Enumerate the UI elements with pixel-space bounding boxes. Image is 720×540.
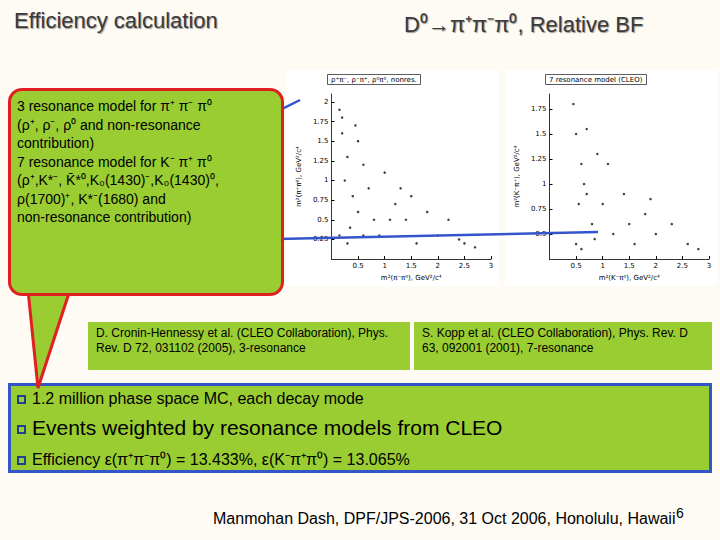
svg-text:ρ⁺π⁻, ρ⁻π⁺, ρ⁰π⁰, nonres.: ρ⁺π⁻, ρ⁻π⁺, ρ⁰π⁰, nonres. (331, 76, 417, 84)
html-text:ρ(1700)⁺, K*⁻(1680) and: ρ(1700)⁺, K*⁻(1680) and (17, 190, 166, 207)
svg-text:1.5: 1.5 (317, 137, 328, 145)
svg-text:2: 2 (654, 262, 658, 270)
html-text:(ρ⁺, ρ⁻, ρ⁰ and non-resonance: (ρ⁺, ρ⁻, ρ⁰ and non-resonance (17, 116, 201, 133)
svg-text:1.5: 1.5 (624, 262, 635, 270)
svg-text:1.75: 1.75 (313, 118, 329, 126)
svg-text:0.5: 0.5 (353, 262, 364, 270)
svg-text:0.75: 0.75 (313, 196, 329, 204)
html-text:7 resonance model for K⁻ π⁺ π⁰: 7 resonance model for K⁻ π⁺ π⁰ (17, 153, 212, 170)
html-text:(ρ⁺,K*⁻, K̄*⁰,K₀(1430)⁻,K₀(143: (ρ⁺,K*⁻, K̄*⁰,K₀(1430)⁻,K₀(1430)⁰, (17, 172, 219, 188)
svg-text:1: 1 (324, 176, 328, 184)
html-text:Manmohan Dash, DPF/JPS-2006, 3: Manmohan Dash, DPF/JPS-2006, 31 Oct 2006… (213, 505, 684, 527)
svg-text:3: 3 (707, 262, 711, 270)
svg-text:m²(π⁺π⁰), GeV²/c⁴: m²(π⁺π⁰), GeV²/c⁴ (295, 146, 303, 207)
html-text:D. Cronin-Hennessy et al. (CLE: D. Cronin-Hennessy et al. (CLEO Collabor… (96, 326, 389, 355)
svg-text:1.5: 1.5 (535, 130, 546, 138)
html-text:contribution): contribution) (17, 135, 94, 151)
svg-text:m²(π⁻π⁰), GeV²/c⁴: m²(π⁻π⁰), GeV²/c⁴ (381, 274, 442, 282)
svg-text:1.25: 1.25 (313, 157, 329, 165)
html-text:S. Kopp et al. (CLEO Collabora: S. Kopp et al. (CLEO Collaboration), Phy… (422, 326, 688, 355)
html-text:3 resonance model for π⁺ π⁻ π⁰: 3 resonance model for π⁺ π⁻ π⁰ (17, 98, 212, 114)
svg-text:1.25: 1.25 (531, 155, 547, 163)
svg-text:0.5: 0.5 (571, 262, 582, 270)
svg-text:0.25: 0.25 (313, 235, 329, 243)
html-text:Efficiency ε(π⁺π⁻π⁰) = 13.433%: Efficiency ε(π⁺π⁻π⁰) = 13.433%, ε(K⁻π⁺π⁰… (32, 451, 410, 468)
svg-text:3: 3 (489, 262, 493, 270)
html-text:D⁰→π⁺π⁻π⁰, Relative BF: D⁰→π⁺π⁻π⁰, Relative BF (404, 12, 644, 37)
svg-text:1.75: 1.75 (531, 105, 547, 113)
svg-text:2.5: 2.5 (677, 262, 688, 270)
html-text:1.2 million phase space MC, ea: 1.2 million phase space MC, each decay m… (32, 390, 364, 407)
svg-text:1.5: 1.5 (406, 262, 417, 270)
svg-text:1: 1 (600, 262, 604, 270)
svg-text:0.5: 0.5 (535, 230, 546, 238)
svg-text:0.5: 0.5 (317, 216, 328, 224)
svg-text:2.5: 2.5 (459, 262, 470, 270)
svg-text:7 resonance model (CLEO): 7 resonance model (CLEO) (549, 76, 643, 84)
html-text:Events weighted by resonance m: Events weighted by resonance models from… (32, 416, 503, 439)
html-text:non-resonance contribution): non-resonance contribution) (17, 209, 192, 225)
svg-text:m²(K⁻π⁰), GeV²/c⁴: m²(K⁻π⁰), GeV²/c⁴ (599, 274, 660, 282)
svg-text:2: 2 (436, 262, 440, 270)
svg-text:0.75: 0.75 (531, 205, 547, 213)
svg-text:2: 2 (324, 98, 328, 106)
svg-text:1: 1 (382, 262, 386, 270)
svg-text:m²(K⁻π⁺), GeV²/c⁴: m²(K⁻π⁺), GeV²/c⁴ (513, 145, 521, 207)
svg-text:1: 1 (542, 180, 546, 188)
html-text:Efficiency calculation: Efficiency calculation (14, 8, 218, 33)
